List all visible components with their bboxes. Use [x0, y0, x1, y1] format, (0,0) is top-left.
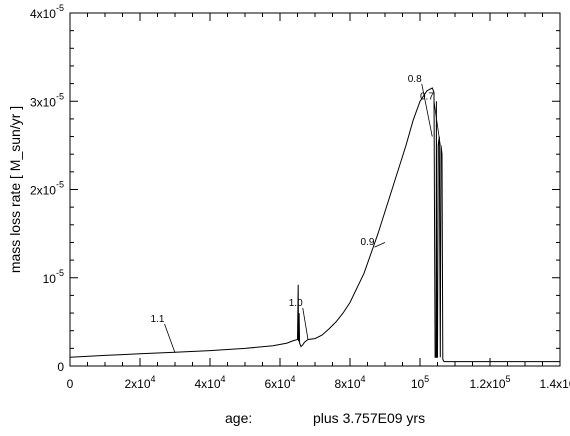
x-tick-label: 2x104 [124, 374, 155, 391]
x-tick-labels: 0 2x104 4x104 6x104 8x104 105 1.2x105 1.4x105 [67, 374, 570, 391]
y-tick-label: 2x10-5 [30, 180, 64, 198]
annotation-leader-line [421, 83, 433, 137]
x-tick-label: 1.2x105 [469, 374, 510, 391]
x-tick-label: 4x104 [194, 374, 225, 391]
x-tick-label: 0 [67, 377, 74, 391]
x-tick-label: 8x104 [334, 374, 365, 391]
annotation-leader-line [302, 307, 309, 340]
x-axis-offset-note: plus 3.757E09 yrs [313, 410, 425, 426]
curve-annotation-label: 1.0 [289, 298, 303, 309]
y-tick-label: 3x10-5 [30, 91, 64, 109]
y-axis-label: mass loss rate [ M_sun/yr ] [7, 106, 23, 273]
curve-annotations: 1.1 1.0 0.9 0.8 0.7 [151, 74, 441, 353]
curve-annotation-label: 0.8 [408, 74, 422, 85]
x-axis-label: age: [225, 410, 252, 426]
x-tick-label: 6x104 [264, 374, 295, 391]
curve-annotation-label: 0.9 [361, 237, 375, 248]
y-tick-label: 0 [57, 360, 64, 374]
annotation-leader-line [164, 323, 176, 353]
x-tick-label: 105 [411, 374, 429, 391]
axis-ticks [69, 12, 561, 367]
y-tick-labels: 0 10-5 2x10-5 3x10-5 4x10-5 [30, 3, 64, 374]
x-tick-label: 1.4x105 [539, 374, 570, 391]
curve-annotation-label: 0.7 [420, 91, 434, 102]
mass-loss-series-line [69, 87, 560, 363]
annotation-leader-line [374, 242, 386, 248]
annotation-leader-line [433, 101, 441, 146]
curve-annotation-label: 1.1 [151, 314, 165, 325]
y-tick-label: 10-5 [43, 268, 64, 286]
plot-frame [69, 12, 561, 367]
y-tick-label: 4x10-5 [30, 3, 64, 21]
